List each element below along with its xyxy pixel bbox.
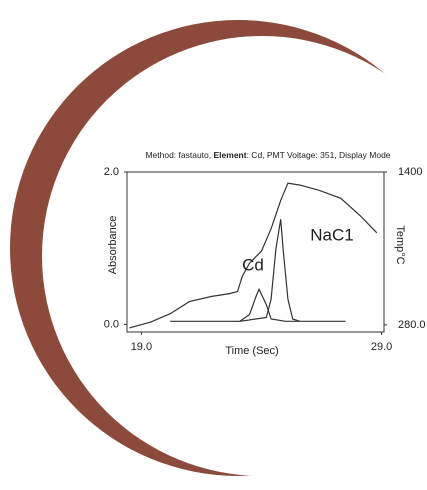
data-line [170,287,346,322]
crescent-inner [42,36,427,476]
y-tick-label: 2.0 [104,166,119,178]
data-line [129,182,378,329]
x-tick-label: 19.0 [131,341,152,353]
y2-tick-label: 1400 [398,166,422,178]
series-label: Cd [242,255,264,274]
y2-tick-label: 280.0 [398,319,426,331]
x-axis-label: Time (Sec) [225,345,278,357]
chart-title: Method: fastauto, Element: Cd, PMT Volta… [145,150,390,160]
y-axis-label: Absorbance [107,216,119,275]
title-part: Element [214,150,247,160]
title-part: : Cd, PMT Voltage: 351, Display Mode [247,150,391,160]
plot-frame [126,171,385,333]
title-part: Method: fastauto, [145,150,213,160]
data-line [239,219,301,322]
y-tick-label: 0.0 [104,318,119,330]
y2-axis-label: Temp°C [394,225,406,264]
x-tick-label: 29.0 [371,341,392,353]
series-label: NaC1 [310,225,353,244]
